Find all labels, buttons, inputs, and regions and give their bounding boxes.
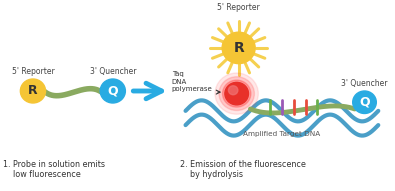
Circle shape	[219, 77, 254, 110]
Circle shape	[222, 32, 255, 64]
Circle shape	[225, 82, 248, 105]
Text: R: R	[28, 84, 38, 97]
Circle shape	[228, 86, 238, 95]
Text: Q: Q	[359, 96, 370, 109]
Circle shape	[21, 79, 45, 103]
Text: Q: Q	[107, 84, 118, 97]
Text: 1. Probe in solution emits
    low fluorescence: 1. Probe in solution emits low fluoresce…	[3, 160, 105, 179]
Text: 3' Quencher: 3' Quencher	[90, 67, 136, 76]
Circle shape	[353, 91, 376, 113]
Text: Taq
DNA
polymerase: Taq DNA polymerase	[172, 71, 213, 92]
Text: 3' Quencher: 3' Quencher	[341, 79, 388, 88]
Text: 5' Reporter: 5' Reporter	[217, 2, 260, 11]
Circle shape	[222, 80, 251, 107]
Text: 2. Emission of the fluorescence
    by hydrolysis: 2. Emission of the fluorescence by hydro…	[180, 160, 305, 179]
Text: R: R	[233, 41, 244, 55]
Text: 5' Reporter: 5' Reporter	[11, 67, 55, 76]
Circle shape	[215, 73, 258, 114]
Circle shape	[100, 79, 125, 103]
Text: Amplified Target DNA: Amplified Target DNA	[243, 131, 321, 137]
